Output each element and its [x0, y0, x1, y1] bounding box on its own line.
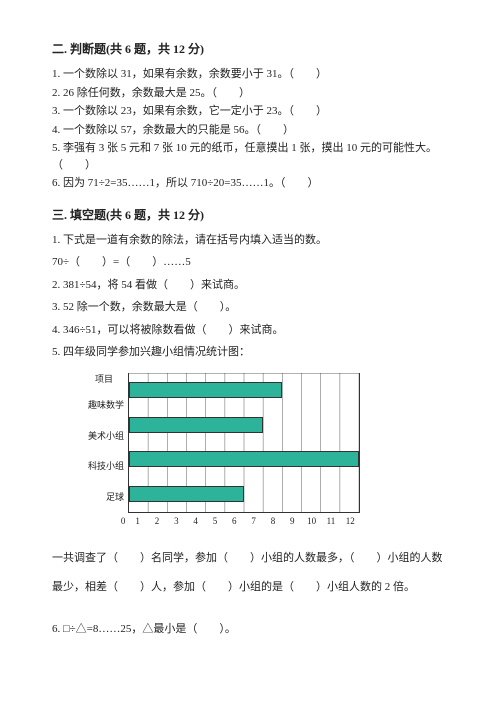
fill-q6: 6. □÷△=8……25，△最小是（ ）。 — [52, 621, 448, 638]
judge-q5: 5. 李强有 3 张 5 元和 7 张 10 元的纸币，任意摸出 1 张，摸出 … — [52, 140, 448, 173]
fill-q5-text: 一共调查了（ ）名同学，参加（ ）小组的人数最多，（ ）小组的人数最少，相差（ … — [52, 544, 448, 601]
judge-q1: 1. 一个数除以 31，如果有余数，余数要小于 31。（ ） — [52, 66, 448, 83]
section2-list: 1. 一个数除以 31，如果有余数，余数要小于 31。（ ） 2. 26 除任何… — [52, 66, 448, 192]
bar-chart: 项目 趣味数学 美术小组 科技小组 足球 0123456789101112 — [80, 373, 360, 529]
chart-bars — [129, 373, 359, 512]
judge-q3: 3. 一个数除以 23，如果有余数，它一定小于 23。（ ） — [52, 103, 448, 120]
judge-q2: 2. 26 除任何数，余数最大是 25。（ ） — [52, 85, 448, 102]
chart-xaxis: 0123456789101112 — [128, 515, 360, 529]
judge-q6: 6. 因为 71÷2=35……1，所以 710÷20=35……1。（ ） — [52, 175, 448, 192]
bar-3 — [129, 486, 244, 502]
fill-q4: 4. 346÷51，可以将被除数看做（ ）来试商。 — [52, 322, 448, 339]
judge-q4: 4. 一个数除以 57，余数最大的只能是 56。（ ） — [52, 122, 448, 139]
bar-0 — [129, 382, 282, 398]
section2-title: 二. 判断题(共 6 题，共 12 分) — [52, 40, 448, 58]
fill-q5: 5. 四年级同学参加兴趣小组情况统计图： — [52, 344, 448, 361]
fill-q3: 3. 52 除一个数，余数最大是（ ）。 — [52, 299, 448, 316]
chart-header: 项目 — [80, 373, 128, 391]
ylabel-1: 美术小组 — [80, 421, 128, 452]
section3-title: 三. 填空题(共 6 题，共 12 分) — [52, 206, 448, 224]
chart-plot — [128, 373, 360, 513]
ylabel-3: 足球 — [80, 482, 128, 513]
ylabel-0: 趣味数学 — [80, 391, 128, 422]
fill-q2: 2. 381÷54，将 54 看做（ ）来试商。 — [52, 277, 448, 294]
fill-q1: 1. 下式是一道有余数的除法，请在括号内填入适当的数。 — [52, 232, 448, 249]
ylabel-2: 科技小组 — [80, 452, 128, 483]
bar-1 — [129, 417, 263, 433]
bar-2 — [129, 451, 359, 467]
fill-q1-line: 70÷（ ）=（ ）……5 — [52, 254, 448, 271]
chart-ylabels: 项目 趣味数学 美术小组 科技小组 足球 — [80, 373, 128, 513]
